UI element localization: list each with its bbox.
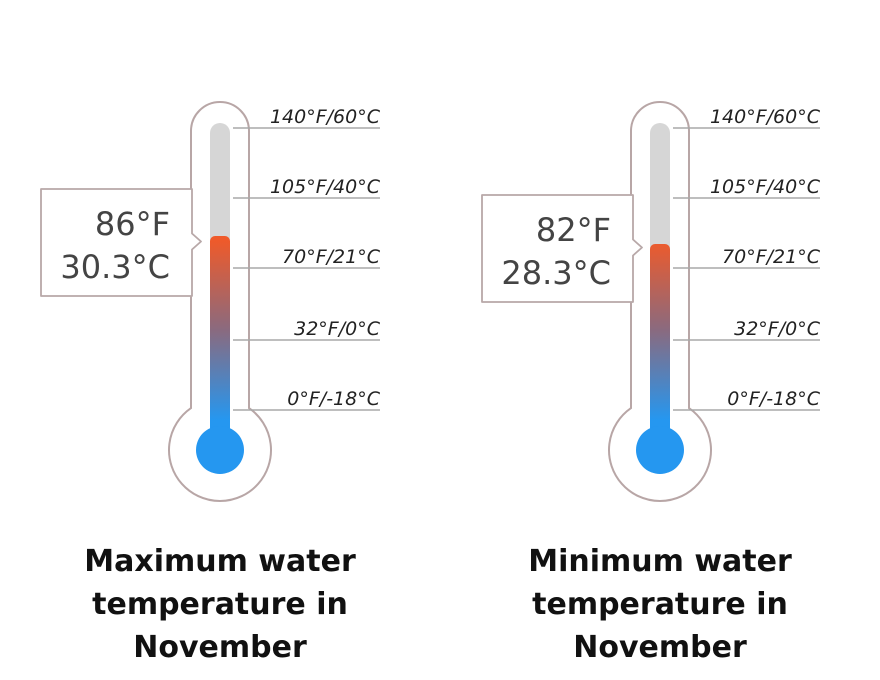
caption-line: temperature in	[532, 587, 788, 622]
readout-fahrenheit: 86°F	[95, 205, 170, 243]
tick-label: 70°F/21°C	[282, 246, 381, 268]
thermometer-1: 140°F/60°C 105°F/40°C 70°F/21°C 32°F/0°C 0°F…	[481, 101, 821, 502]
caption-line: Minimum water	[528, 544, 792, 579]
readout-callout	[481, 194, 643, 303]
readout-callout	[40, 188, 202, 297]
caption-line: Maximum water	[84, 544, 356, 579]
caption-0: Maximum water temperature in November	[40, 540, 400, 669]
readout-fahrenheit: 82°F	[536, 211, 611, 249]
readout-celsius: 28.3°C	[501, 254, 611, 292]
tick-label: 70°F/21°C	[722, 246, 821, 268]
tick-label: 0°F/-18°C	[287, 388, 380, 410]
tick-label: 105°F/40°C	[710, 176, 821, 198]
thermometer-0: 140°F/60°C 105°F/40°C 70°F/21°C 32°F/0°C 0°F…	[40, 101, 381, 502]
mercury-column	[210, 236, 230, 440]
caption-line: temperature in	[92, 587, 348, 622]
readout-celsius: 30.3°C	[60, 248, 170, 286]
mercury-column	[650, 244, 670, 440]
caption-1: Minimum water temperature in November	[480, 540, 840, 669]
tick-label: 32°F/0°C	[294, 318, 381, 340]
tick-label: 32°F/0°C	[734, 318, 821, 340]
mercury-bulb	[636, 426, 684, 474]
caption-line: November	[133, 630, 307, 665]
tick-label: 0°F/-18°C	[727, 388, 820, 410]
tick-label: 140°F/60°C	[270, 106, 381, 128]
caption-line: November	[573, 630, 747, 665]
mercury-bulb	[196, 426, 244, 474]
tick-label: 105°F/40°C	[270, 176, 381, 198]
tick-label: 140°F/60°C	[710, 106, 821, 128]
